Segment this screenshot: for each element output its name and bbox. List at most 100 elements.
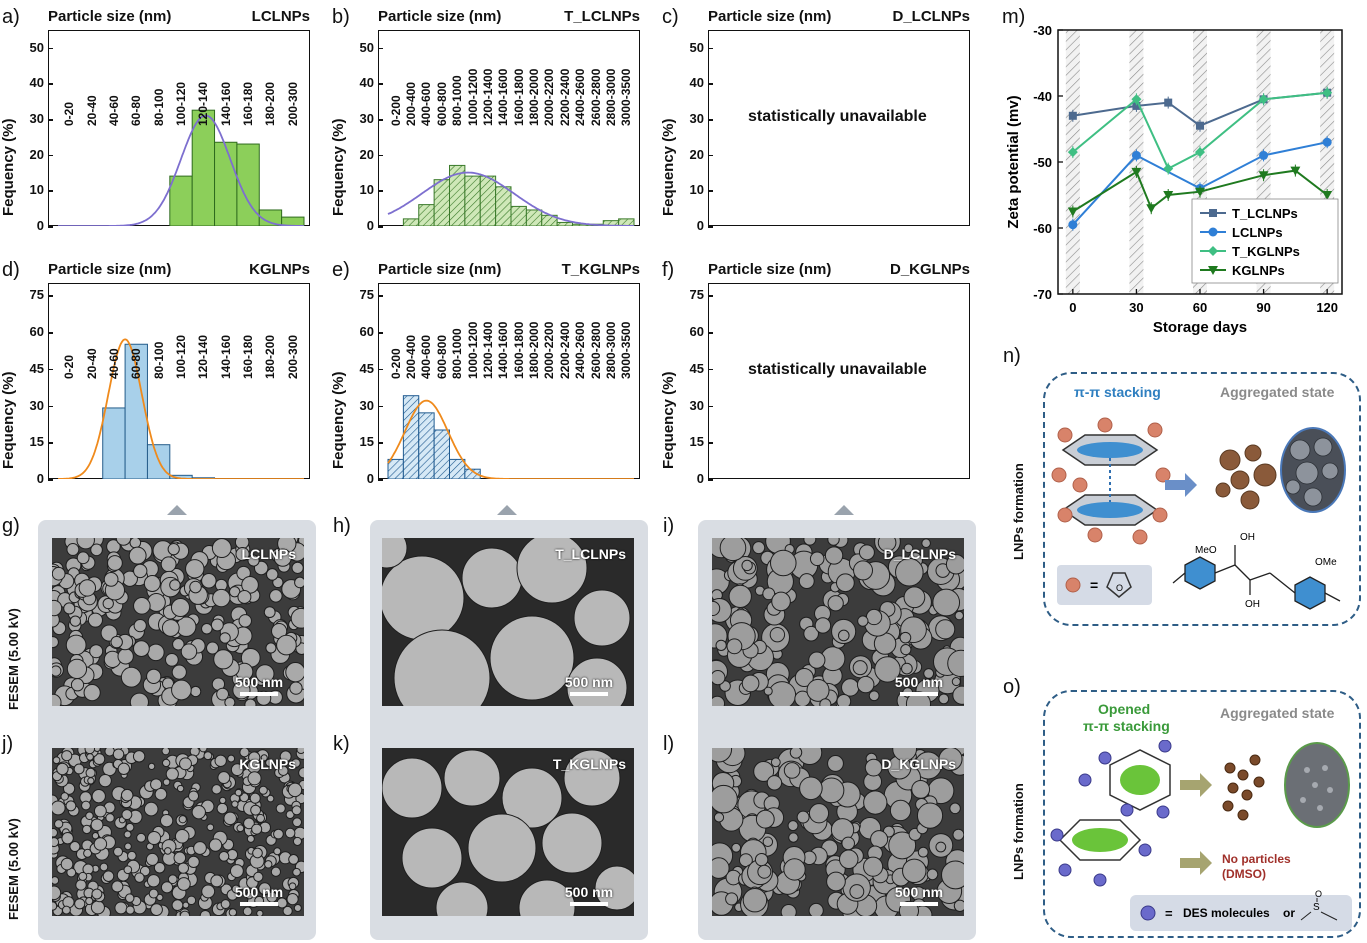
y-tick-label: -70 bbox=[1033, 287, 1052, 302]
y-tick-mark bbox=[378, 405, 383, 407]
svg-text:=: = bbox=[1090, 577, 1098, 593]
small-aggregates bbox=[1222, 754, 1265, 821]
category-label: 600-800 bbox=[434, 81, 449, 126]
category-label: 2400-2600 bbox=[573, 68, 588, 126]
legend-box bbox=[1057, 565, 1152, 605]
axis-header: Particle size (nm) bbox=[708, 8, 832, 25]
y-tick-label: 50 bbox=[359, 39, 374, 55]
data-point bbox=[1322, 191, 1333, 200]
legend-entry: KGLNPs bbox=[1232, 263, 1285, 278]
category-label: 0-20 bbox=[62, 354, 77, 379]
category-label: 400-600 bbox=[419, 81, 434, 126]
sem-side-label-bottom: FESEM (5.00 kV) bbox=[6, 818, 21, 920]
zeta-chart: -30 -40 -50 -60 -70 0 30 60 90 120 Storage days Zet… bbox=[1005, 23, 1343, 336]
sem-sample-label: D_KGLNPs bbox=[881, 756, 956, 772]
aggregated-particles bbox=[1215, 444, 1277, 510]
data-point bbox=[1322, 137, 1332, 147]
scale-bar-label: 500 nm bbox=[234, 674, 284, 690]
data-point bbox=[1258, 171, 1269, 181]
data-point bbox=[1146, 204, 1157, 214]
sample-label: D_KGLNPs bbox=[890, 261, 971, 278]
category-label: 20-40 bbox=[84, 95, 99, 126]
series-line bbox=[1072, 91, 1328, 170]
y-axis-label: Fequency (%) bbox=[330, 118, 347, 216]
panel-letter-o: o) bbox=[1003, 676, 1021, 698]
category-label: 200-400 bbox=[404, 81, 419, 126]
data-point bbox=[1067, 207, 1078, 217]
scale-bar-label: 500 nm bbox=[894, 674, 944, 690]
pi-stacking-title: π-π stacking bbox=[1074, 384, 1161, 400]
des-molecules bbox=[1050, 740, 1172, 887]
histogram-bar bbox=[387, 458, 404, 479]
histogram-plot bbox=[57, 338, 304, 479]
y-tick-label: -50 bbox=[1033, 155, 1052, 170]
y-tick-mark bbox=[378, 226, 383, 228]
data-point bbox=[1131, 167, 1142, 177]
panel-letter-j: j) bbox=[2, 733, 14, 755]
sem-image bbox=[52, 538, 304, 706]
panel-letter-a: a) bbox=[2, 6, 20, 28]
histogram-bar bbox=[102, 407, 126, 479]
histogram-bar bbox=[124, 343, 148, 479]
unavailable-text: statistically unavailable bbox=[748, 108, 927, 125]
category-label: 140-160 bbox=[218, 334, 233, 379]
y-tick-label: 0 bbox=[696, 471, 704, 486]
svg-text:O: O bbox=[1116, 583, 1123, 593]
scale-bar-line bbox=[240, 902, 278, 906]
x-tick-label: 60 bbox=[1193, 300, 1207, 315]
x-tick-label: 120 bbox=[1316, 300, 1338, 315]
category-label: 20-40 bbox=[84, 348, 99, 379]
series-line bbox=[1072, 169, 1328, 213]
lignin-structure bbox=[1172, 545, 1341, 610]
category-label: 80-100 bbox=[151, 88, 166, 126]
scale-bar: 500 nm bbox=[226, 674, 292, 696]
category-label: 0-200 bbox=[388, 348, 403, 379]
y-tick-mark bbox=[48, 405, 53, 407]
histogram-frame bbox=[708, 30, 970, 226]
svg-text:S: S bbox=[1313, 902, 1320, 913]
histogram-bar bbox=[479, 175, 497, 226]
sem-image bbox=[382, 748, 634, 916]
histogram-bar bbox=[495, 186, 512, 226]
y-tick-label: 30 bbox=[689, 111, 704, 127]
x-tick-label: 90 bbox=[1256, 300, 1270, 315]
sem-sample-label: T_KGLNPs bbox=[552, 756, 626, 772]
y-tick-label: 15 bbox=[29, 434, 44, 450]
data-point bbox=[1196, 121, 1204, 130]
y-tick-label: 20 bbox=[359, 146, 374, 162]
y-tick-mark bbox=[48, 226, 53, 228]
histogram-bar bbox=[556, 221, 573, 226]
category-label: 1800-2000 bbox=[527, 68, 542, 126]
y-tick-label: 15 bbox=[359, 434, 374, 450]
histogram-bar bbox=[402, 218, 420, 226]
y-tick-label: 40 bbox=[689, 75, 704, 91]
panel-letter-c: c) bbox=[662, 6, 679, 28]
histogram-bar bbox=[236, 143, 260, 226]
svg-text:MeO: MeO bbox=[1195, 545, 1217, 556]
data-point bbox=[1208, 266, 1218, 275]
category-label: 200-300 bbox=[285, 81, 300, 126]
category-label: 60-80 bbox=[129, 348, 144, 379]
panel-letter-i: i) bbox=[663, 515, 675, 537]
scheme-o-graphic: = DES molecules or S O bbox=[1050, 740, 1352, 931]
sample-label: LCLNPs bbox=[251, 8, 310, 25]
data-point bbox=[1322, 87, 1333, 98]
scale-bar-line bbox=[570, 692, 608, 696]
y-tick-mark bbox=[378, 154, 383, 157]
panel-letter-k: k) bbox=[333, 733, 350, 755]
y-tick-mark bbox=[378, 83, 383, 85]
category-label: 2600-2800 bbox=[588, 68, 603, 126]
panel-letter-l: l) bbox=[663, 733, 675, 755]
y-tick-mark bbox=[48, 368, 53, 371]
opened-title: Opened bbox=[1098, 701, 1151, 717]
data-point bbox=[1164, 98, 1173, 107]
y-tick-mark bbox=[378, 190, 383, 192]
y-tick-label: 40 bbox=[29, 75, 44, 91]
category-label: 160-180 bbox=[241, 81, 256, 126]
histogram-bar bbox=[433, 179, 450, 226]
data-point bbox=[1131, 94, 1142, 105]
data-point bbox=[1195, 147, 1205, 158]
category-label: 2200-2400 bbox=[557, 68, 572, 126]
y-tick-label: 15 bbox=[689, 434, 704, 450]
y-axis-label: Zeta potential (mv) bbox=[1005, 95, 1022, 228]
